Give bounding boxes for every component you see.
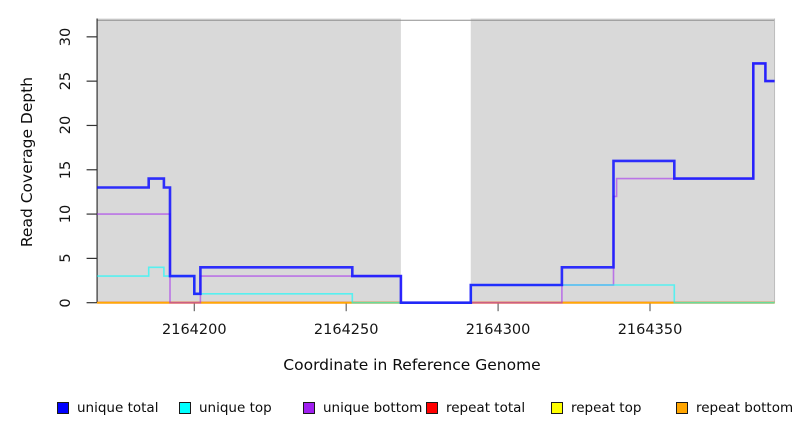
legend: unique total unique top unique bottom re… <box>0 399 792 419</box>
legend-item-unique-total: unique total <box>57 399 158 417</box>
x-tick-label: 2164200 <box>162 322 227 338</box>
y-tick-label: 20 <box>58 116 74 135</box>
x-tick-label: 2164250 <box>313 322 379 338</box>
y-tick-label: 25 <box>58 71 74 91</box>
x-axis-title: Coordinate in Reference Genome <box>283 356 541 374</box>
legend-item-unique-bottom: unique bottom <box>303 399 422 417</box>
y-tick-label: 30 <box>58 27 74 47</box>
coverage-line-unique-top <box>97 266 775 304</box>
legend-label-repeat-bottom: repeat bottom <box>696 400 792 416</box>
y-tick-label: 10 <box>58 204 74 224</box>
unique-top-swatch-icon <box>179 402 191 414</box>
legend-label-unique-bottom: unique bottom <box>323 400 423 416</box>
y-tick-label: 0 <box>58 298 74 308</box>
y-axis-title: Read Coverage Depth <box>18 76 36 248</box>
legend-item-repeat-top: repeat top <box>551 399 641 417</box>
x-tick-label: 2164350 <box>617 322 683 338</box>
legend-item-repeat-bottom: repeat bottom <box>676 399 792 417</box>
legend-label-repeat-top: repeat top <box>571 400 642 416</box>
unique-bottom-swatch-icon <box>303 402 315 414</box>
legend-label-unique-total: unique total <box>77 400 159 416</box>
legend-label-repeat-total: repeat total <box>446 400 526 416</box>
shaded-region <box>97 18 401 303</box>
unique-total-swatch-icon <box>57 402 69 414</box>
y-tick-label: 5 <box>58 253 74 263</box>
legend-item-unique-top: unique top <box>179 399 272 417</box>
repeat-total-swatch-icon <box>426 402 438 414</box>
legend-label-unique-top: unique top <box>199 400 272 416</box>
repeat-top-swatch-icon <box>551 402 563 414</box>
legend-item-repeat-total: repeat total <box>426 399 525 417</box>
x-tick-label: 2164300 <box>465 322 531 338</box>
y-tick-label: 15 <box>58 160 74 179</box>
coverage-line-unique-total <box>97 62 775 304</box>
repeat-bottom-swatch-icon <box>676 402 688 414</box>
